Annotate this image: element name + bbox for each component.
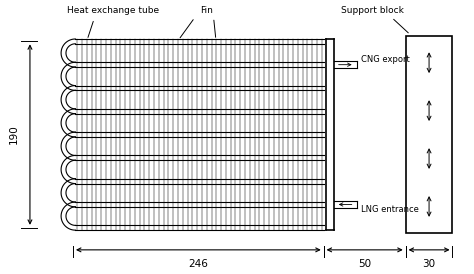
Text: 50: 50 [358,259,371,269]
Text: Fin: Fin [200,6,213,15]
Text: 30: 30 [422,259,436,269]
Text: LNG entrance: LNG entrance [361,205,419,214]
Bar [406,36,453,233]
Text: Support block: Support block [341,6,404,15]
Text: 190: 190 [9,125,18,144]
Text: CNG export: CNG export [361,55,410,64]
Text: Heat exchange tube: Heat exchange tube [67,6,159,15]
Text: 246: 246 [189,259,208,269]
